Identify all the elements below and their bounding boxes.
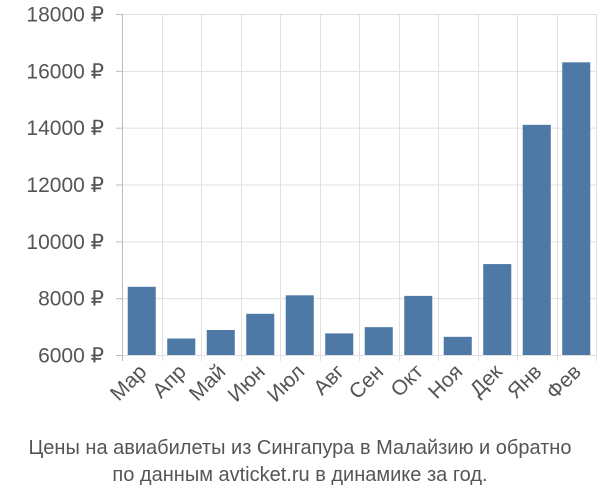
x-tick-label: Авг xyxy=(309,360,349,400)
y-tick-labels: 6000 ₽ 8000 ₽ 10000 ₽ 12000 ₽ 14000 ₽ 16000 ₽… xyxy=(26,4,104,368)
x-tick-label: Сен xyxy=(345,360,388,403)
axes xyxy=(116,14,123,361)
x-tick-label: Май xyxy=(185,360,230,405)
y-tick-label: 10000 ₽ xyxy=(26,231,104,254)
bar-Апр xyxy=(167,338,196,355)
bar-Авг xyxy=(325,333,354,355)
x-tick-label: Окт xyxy=(386,360,428,402)
grid-lines xyxy=(122,14,597,361)
chart-caption-line-1: Цены на авиабилеты из Сингапура в Малайз… xyxy=(28,437,572,459)
bar-Фев xyxy=(562,62,591,355)
bars xyxy=(127,62,591,355)
bar-Дек xyxy=(483,264,512,355)
bar-Июл xyxy=(285,295,314,355)
y-tick-label: 12000 ₽ xyxy=(26,174,104,197)
y-tick-label: 18000 ₽ xyxy=(26,4,104,27)
bar-Мар xyxy=(127,286,156,355)
x-tick-label: Июн xyxy=(224,360,270,406)
y-tick-label: 14000 ₽ xyxy=(26,117,104,140)
chart-caption-line-2: по данным avticket.ru в динамике за год. xyxy=(112,464,488,486)
bar-Янв xyxy=(522,124,551,355)
x-tick-label: Апр xyxy=(148,360,190,402)
bar-Окт xyxy=(404,295,433,355)
bar-Май xyxy=(206,329,235,355)
y-tick-label: 8000 ₽ xyxy=(38,288,104,311)
y-tick-label: 6000 ₽ xyxy=(38,345,104,368)
bar-Ноя xyxy=(443,336,472,355)
x-tick-label: Фев xyxy=(542,360,586,404)
x-tick-label: Ноя xyxy=(424,360,467,403)
bar-Сен xyxy=(364,327,393,355)
x-tick-label: Июл xyxy=(263,360,309,406)
bar-Июн xyxy=(246,313,275,355)
x-tick-label: Мар xyxy=(106,360,151,405)
x-tick-label: Дек xyxy=(466,360,508,402)
y-tick-label: 16000 ₽ xyxy=(26,60,104,83)
x-tick-label: Янв xyxy=(503,360,546,403)
